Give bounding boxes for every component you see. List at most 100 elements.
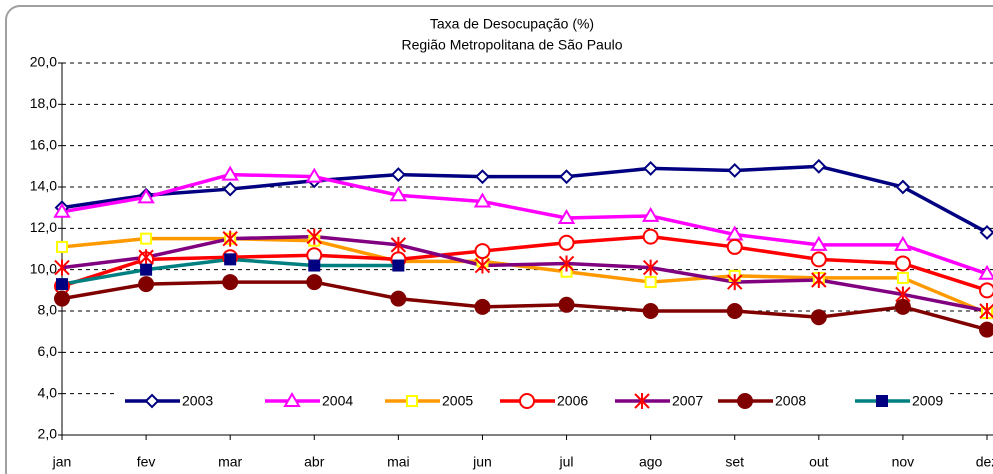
data-point [390,167,406,183]
legend-marker [144,393,160,409]
data-point [558,234,575,251]
series-line [61,236,988,315]
data-point [221,165,239,181]
x-tick-label: mai [387,454,410,470]
data-point [475,169,490,185]
data-point [305,167,324,183]
data-point [557,209,576,224]
x-tick-label: ago [639,454,663,470]
legend-label: 2006 [557,393,588,409]
y-tick-label: 18,0 [30,95,57,111]
legend-label: 2009 [912,393,943,409]
series-line [61,234,988,292]
data-point [642,303,659,319]
data-point [558,255,575,272]
legend-marker [634,393,650,409]
legend-label: 2008 [775,393,806,409]
data-point [392,259,405,272]
data-point [978,264,993,280]
data-point [222,181,238,197]
data-point [558,296,575,313]
data-point [474,298,491,315]
data-point [54,259,70,276]
data-point [137,188,155,204]
data-point [390,290,407,307]
data-point [222,274,239,291]
data-point [895,179,911,195]
legend-marker [519,393,535,409]
x-tick-label: jul [559,454,574,470]
legend-marker [737,393,753,409]
series-line [61,164,988,235]
data-point [56,278,68,291]
data-point [727,274,743,291]
x-tick-label: mar [218,454,242,470]
data-point [811,272,827,288]
data-point [643,160,659,176]
data-point [222,230,238,247]
data-point [644,276,657,289]
legend-label: 2007 [672,393,703,409]
data-point [727,163,743,178]
data-point [140,263,153,276]
data-point [54,290,70,307]
data-point [811,158,827,174]
data-point [726,303,743,319]
data-point [474,257,491,274]
data-point [642,228,659,245]
data-point [308,259,321,272]
data-point [138,276,155,293]
legend-label: 2003 [182,393,213,409]
x-tick-label: fev [137,454,156,470]
data-point [140,232,153,245]
data-point [896,271,909,284]
y-tick-label: 10,0 [30,260,57,276]
data-point [56,240,68,253]
y-tick-label: 12,0 [30,219,57,235]
data-point [726,238,743,255]
y-tick-label: 14,0 [30,178,57,194]
legend-marker [406,395,418,407]
y-tick-label: 16,0 [30,136,57,152]
chart-subtitle: Região Metropolitana de São Paulo [401,37,622,53]
x-tick-label: abr [304,454,325,470]
data-point [641,206,660,222]
y-tick-label: 6,0 [38,343,58,359]
data-point [810,235,828,251]
series-line [61,234,988,313]
data-point [474,243,491,260]
data-point [979,303,993,319]
data-point [559,169,574,185]
data-point [979,282,993,299]
data-point [810,309,827,326]
series-line [61,280,988,332]
data-point [642,259,659,276]
data-point [810,251,827,268]
x-tick-label: out [809,454,829,470]
legend-label: 2005 [442,393,473,409]
data-point [306,228,322,245]
legend-marker [876,395,888,407]
data-point [894,298,911,315]
data-point [138,249,154,266]
series-line [61,172,988,276]
data-point [979,321,993,338]
chart-frame [5,5,993,474]
x-tick-label: set [725,454,744,470]
data-point [53,202,71,218]
data-point [224,253,237,266]
y-tick-label: 8,0 [38,302,58,318]
y-tick-label: 4,0 [38,384,58,400]
x-tick-label: jun [472,454,492,470]
data-point [979,225,993,240]
legend: 2003 2004 2005 2006 2007 2008 2009 [118,389,948,413]
data-point [894,235,912,251]
data-point [894,255,911,272]
x-tick-label: dez [976,454,993,470]
y-tick-label: 2,0 [38,426,58,442]
legend-label: 2004 [322,393,353,409]
data-point [390,236,407,253]
y-tick-label: 20,0 [30,54,57,70]
